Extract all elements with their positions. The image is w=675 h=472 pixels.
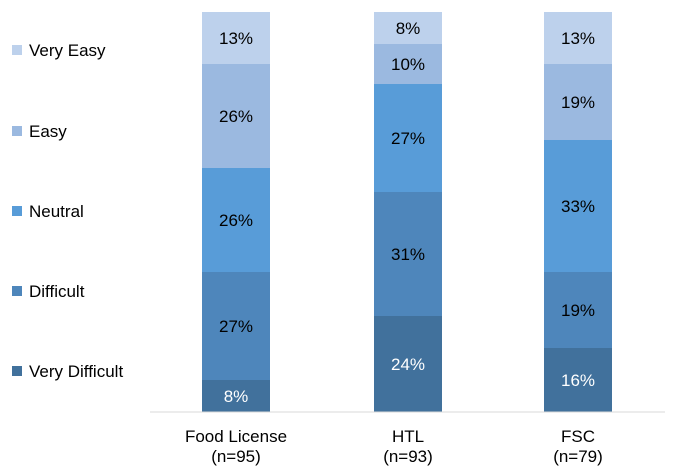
data-label-food-license-very-difficult: 8% — [224, 387, 249, 406]
bar-segment-fsc-very-easy — [544, 12, 612, 64]
chart-legend: Very Difficult Difficult Neutral Easy Very E… — [12, 41, 123, 381]
bar-segment-htl-very-easy — [374, 12, 442, 44]
legend-label-very-easy: Very Easy — [29, 41, 106, 60]
data-label-htl-very-difficult: 24% — [391, 355, 425, 374]
legend-swatch-very-difficult — [12, 366, 22, 376]
legend-swatch-easy — [12, 126, 22, 136]
data-label-food-license-difficult: 27% — [219, 317, 253, 336]
data-label-fsc-difficult: 19% — [561, 301, 595, 320]
legend-swatch-very-easy — [12, 45, 22, 55]
legend-label-neutral: Neutral — [29, 202, 84, 221]
bar-segment-fsc-difficult — [544, 272, 612, 348]
bar-segment-food-license-neutral — [202, 168, 270, 272]
data-label-fsc-easy: 19% — [561, 93, 595, 112]
data-label-fsc-very-difficult: 16% — [561, 371, 595, 390]
bar-segment-fsc-neutral — [544, 140, 612, 272]
legend-item-difficult: Difficult — [12, 282, 85, 301]
legend-item-very-difficult: Very Difficult — [12, 362, 123, 381]
x-axis-tick-labels: Food License (n=95) HTL (n=93) FSC (n=79) — [185, 427, 603, 466]
bar-segment-fsc-very-difficult — [544, 348, 612, 412]
category-label-food-license: Food License (n=95) — [185, 427, 287, 466]
legend-label-difficult: Difficult — [29, 282, 85, 301]
bar-segment-htl-neutral — [374, 84, 442, 192]
legend-item-easy: Easy — [12, 122, 67, 141]
bar-segment-htl-easy — [374, 44, 442, 84]
data-label-htl-difficult: 31% — [391, 245, 425, 264]
category-label-htl: HTL (n=93) — [383, 427, 433, 466]
legend-label-easy: Easy — [29, 122, 67, 141]
category-label-fsc: FSC (n=79) — [553, 427, 603, 466]
bar-segment-food-license-very-easy — [202, 12, 270, 64]
data-label-htl-neutral: 27% — [391, 129, 425, 148]
legend-item-neutral: Neutral — [12, 202, 84, 221]
bar-segment-food-license-difficult — [202, 272, 270, 380]
data-label-food-license-easy: 26% — [219, 107, 253, 126]
bar-segment-food-license-easy — [202, 64, 270, 168]
data-label-fsc-neutral: 33% — [561, 197, 595, 216]
data-label-htl-very-easy: 8% — [396, 19, 421, 38]
legend-swatch-neutral — [12, 206, 22, 216]
legend-label-very-difficult: Very Difficult — [29, 362, 123, 381]
bar-segment-food-license-very-difficult — [202, 380, 270, 412]
data-label-food-license-neutral: 26% — [219, 211, 253, 230]
legend-swatch-difficult — [12, 286, 22, 296]
bar-segment-htl-very-difficult — [374, 316, 442, 412]
plot-area: 8% 27% 26% 26% 13% 24% 31% 27% 10% 8% 16% 19% 33% 19%… — [202, 12, 612, 412]
data-label-htl-easy: 10% — [391, 55, 425, 74]
data-label-food-license-very-easy: 13% — [219, 29, 253, 48]
bar-segment-htl-difficult — [374, 192, 442, 316]
legend-item-very-easy: Very Easy — [12, 41, 106, 60]
bar-segment-fsc-easy — [544, 64, 612, 140]
data-label-fsc-very-easy: 13% — [561, 29, 595, 48]
